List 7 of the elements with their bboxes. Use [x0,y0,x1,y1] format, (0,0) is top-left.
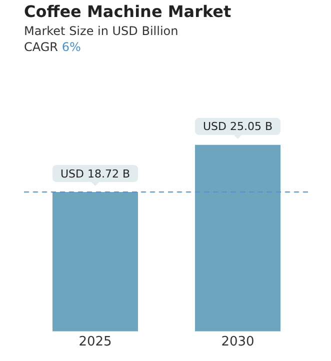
x-tick-label: 2025 [78,334,112,350]
chart-title: Coffee Machine Market [24,2,232,21]
chart-subtitle: Market Size in USD Billion [24,24,180,38]
x-tick-label: 2030 [221,334,254,350]
data-label: USD 25.05 B [202,120,273,134]
data-label: USD 18.72 B [60,167,130,180]
text: CAGR 6% [24,40,82,54]
